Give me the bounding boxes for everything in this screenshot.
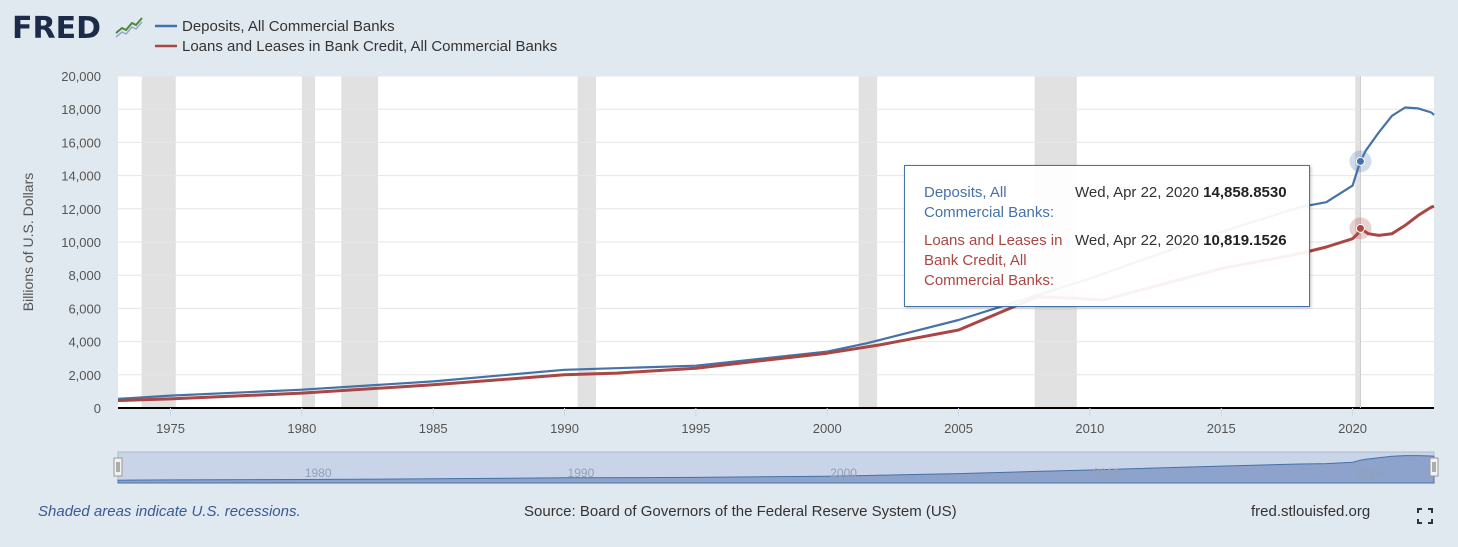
- y-axis-ticks: 0 2,000 4,000 6,000 8,000 10,000 12,000 14,000 1…: [61, 69, 101, 416]
- navigator-tick-label: 1990: [568, 466, 595, 480]
- tooltip-value-loans: 10,819.1526: [1203, 232, 1287, 249]
- legend-label-deposits: Deposits, All Commercial Banks: [182, 18, 395, 35]
- tooltip-date-loans: Wed, Apr 22, 2020 10,819.1526: [1075, 231, 1287, 251]
- hover-point-deposits: [1355, 156, 1365, 166]
- x-tick-label: 2000: [813, 421, 842, 436]
- y-tick-label: 4,000: [68, 335, 101, 350]
- tooltip-date-text: Wed, Apr 22, 2020: [1075, 232, 1199, 249]
- y-axis-label: Billions of U.S. Dollars: [20, 173, 36, 312]
- y-tick-label: 10,000: [61, 235, 101, 250]
- y-tick-label: 18,000: [61, 102, 101, 117]
- x-axis-ticks: 1975 1980 1985 1990 1995 2000 2005 2010 2015 2020: [156, 408, 1367, 436]
- navigator-tick-label: 2000: [830, 466, 857, 480]
- hover-markers: [1349, 76, 1372, 408]
- y-tick-label: 20,000: [61, 69, 101, 84]
- fred-logo-text: FRED: [12, 11, 101, 46]
- x-tick-label: 1995: [681, 421, 710, 436]
- navigator-tick-label: 1980: [305, 466, 332, 480]
- fullscreen-icon[interactable]: [1417, 508, 1433, 524]
- y-tick-label: 0: [94, 401, 101, 416]
- x-tick-label: 2010: [1075, 421, 1104, 436]
- tooltip-date-deposits: Wed, Apr 22, 2020 14,858.8530: [1075, 183, 1287, 203]
- data-tooltip: Deposits, All Commercial Banks: Wed, Apr…: [904, 165, 1310, 307]
- recession-note: Shaded areas indicate U.S. recessions.: [38, 503, 301, 520]
- y-tick-label: 8,000: [68, 268, 101, 283]
- y-tick-label: 12,000: [61, 202, 101, 217]
- tooltip-date-text: Wed, Apr 22, 2020: [1075, 184, 1199, 201]
- chart-trend-icon: [115, 17, 143, 38]
- legend: Deposits, All Commercial Banks Loans and…: [155, 18, 557, 55]
- fred-logo[interactable]: FRED: [12, 11, 143, 46]
- navigator-handle-right[interactable]: [1429, 457, 1439, 477]
- navigator-tick-label: 2020: [1356, 466, 1383, 480]
- tooltip-series-loans: Loans and Leases in Bank Credit, All Com…: [924, 232, 1063, 289]
- tooltip-value-deposits: 14,858.8530: [1203, 184, 1287, 201]
- x-tick-label: 2005: [944, 421, 973, 436]
- x-tick-label: 1975: [156, 421, 185, 436]
- y-tick-label: 16,000: [61, 135, 101, 150]
- navigator-tick-label: 2010: [1093, 466, 1120, 480]
- x-tick-label: 1985: [419, 421, 448, 436]
- site-link[interactable]: fred.stlouisfed.org: [1251, 503, 1371, 520]
- navigator-handle-left[interactable]: [113, 457, 123, 477]
- tooltip-series-deposits: Deposits, All Commercial Banks:: [924, 184, 1055, 221]
- y-tick-label: 14,000: [61, 169, 101, 184]
- x-tick-label: 1990: [550, 421, 579, 436]
- legend-label-loans: Loans and Leases in Bank Credit, All Com…: [182, 38, 557, 55]
- source-note: Source: Board of Governors of the Federa…: [524, 503, 957, 520]
- x-tick-label: 1980: [287, 421, 316, 436]
- navigator-series-area: [117, 455, 1435, 484]
- x-tick-label: 2020: [1338, 421, 1367, 436]
- y-tick-label: 6,000: [68, 301, 101, 316]
- x-tick-label: 2015: [1207, 421, 1236, 436]
- y-tick-label: 2,000: [68, 368, 101, 383]
- navigator-labels: 1980 1990 2000 2010 2020: [305, 466, 1383, 480]
- range-navigator[interactable]: 1980 1990 2000 2010 2020: [113, 451, 1439, 484]
- hover-point-loans: [1355, 223, 1365, 233]
